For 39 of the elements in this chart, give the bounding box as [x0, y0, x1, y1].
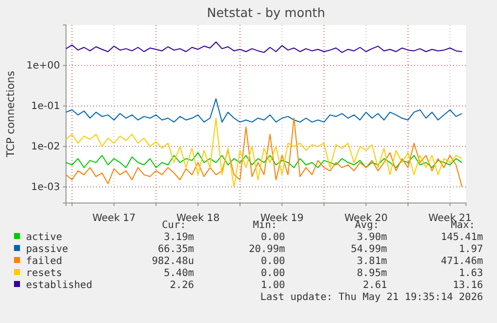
text: 3.90m: [356, 232, 387, 243]
text: 66.35m: [158, 244, 194, 255]
text: 145.41m: [440, 232, 483, 243]
y-tick-label: 1e-01: [31, 101, 60, 112]
text: 1.97: [458, 244, 483, 255]
line-series: [66, 152, 462, 168]
text: 5.40m: [164, 268, 194, 279]
line-series: [66, 118, 462, 188]
y-axis-title: TCP connections: [5, 70, 17, 158]
text: 0.00: [260, 256, 285, 267]
text: 3.19m: [164, 232, 194, 243]
legend-label: failed: [26, 256, 62, 267]
x-tick-label: Week 17: [92, 213, 136, 224]
y-tick-label: 1e-03: [31, 182, 60, 194]
text: Avg:: [354, 220, 379, 231]
legend-label: resets: [26, 268, 62, 279]
text: Last update: Thu May 21 19:35:14 2026: [260, 292, 483, 303]
legend-label: established: [26, 280, 92, 291]
text: Min:: [252, 220, 277, 231]
text: 8.95m: [356, 268, 387, 279]
text: 1.63: [458, 268, 483, 279]
text: 0.00: [260, 268, 285, 279]
y-tick-label: 1e+00: [26, 60, 60, 72]
text: 13.16: [452, 280, 483, 291]
text: 1.00: [260, 280, 285, 291]
legend-label: active: [26, 232, 62, 243]
text: 54.99m: [350, 244, 387, 255]
text: 982.48u: [152, 256, 194, 267]
text: 20.99m: [248, 244, 285, 255]
text: 0.00: [260, 232, 285, 243]
legend-label: passive: [26, 244, 68, 255]
line-series: [66, 42, 462, 53]
text: 3.81m: [356, 256, 387, 267]
chart-title: Netstat - by month: [206, 5, 326, 20]
text: 471.46m: [440, 256, 483, 267]
y-tick-label: 1e-02: [31, 142, 60, 153]
line-series: [66, 98, 462, 123]
text: 2.61: [362, 280, 387, 291]
text: 2.26: [170, 280, 194, 291]
